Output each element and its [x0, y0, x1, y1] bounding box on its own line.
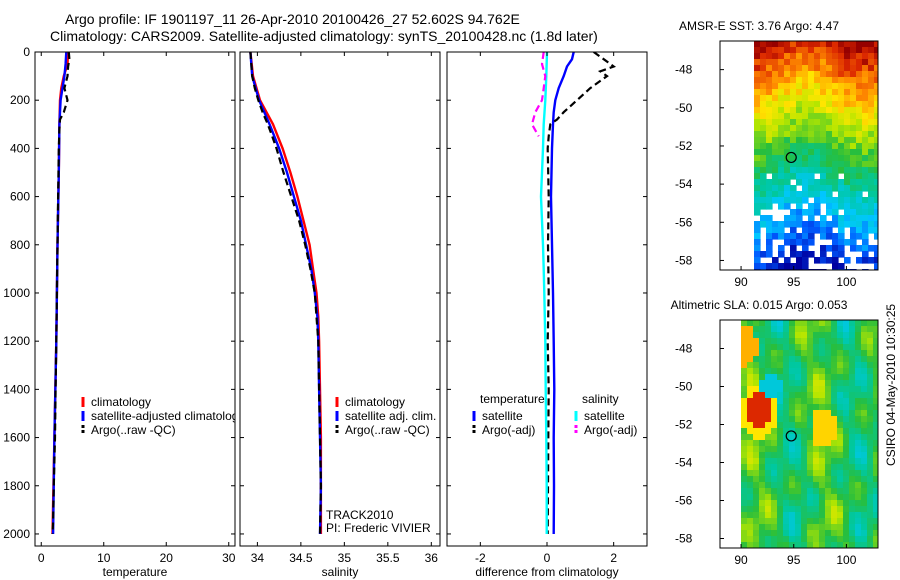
annotation-0: TRACK2010 — [326, 508, 394, 522]
y-tick-label-temperature: 1000 — [3, 286, 30, 300]
x-tick-label-sst-map: 90 — [734, 275, 748, 289]
series-salinity-satellite-adj-clim- — [249, 52, 323, 535]
legend-label-temperature: climatology — [91, 395, 151, 409]
y-tick-label-sst-map: -58 — [675, 253, 693, 267]
x-tick-label-salinity: 34 — [251, 551, 265, 565]
x-tick-label-difference: 2 — [610, 551, 617, 565]
legend-label-temperature: Argo(..raw -QC) — [91, 423, 176, 437]
x-tick-label-difference: 0 — [544, 551, 551, 565]
y-tick-label-temperature: 1400 — [3, 382, 30, 396]
axes-frame-temperature — [34, 51, 236, 547]
series-salinity-argo-raw-qc- — [249, 52, 323, 535]
x-tick-label-sla-map: 90 — [734, 553, 748, 567]
axes-frame-salinity — [239, 51, 441, 547]
y-tick-label-temperature: 400 — [10, 141, 30, 155]
y-tick-label-sst-map: -50 — [675, 101, 693, 115]
y-tick-label-sst-map: -56 — [675, 215, 693, 229]
legend-label-temperature: Argo(-adj) — [482, 423, 535, 437]
legend-label-salinity: satellite — [584, 409, 625, 423]
y-tick-label-temperature: 0 — [23, 45, 30, 59]
x-tick-label-temperature: 10 — [97, 551, 111, 565]
x-tick-label-temperature: 30 — [222, 551, 236, 565]
y-tick-label-sst-map: -54 — [675, 177, 693, 191]
x-tick-label-salinity: 34.5 — [289, 551, 313, 565]
x-tick-label-temperature: 20 — [160, 551, 174, 565]
x-tick-label-salinity: 35.5 — [376, 551, 400, 565]
annotation-1: PI: Frederic VIVIER — [326, 521, 431, 535]
series-difference-salinity-satellite — [539, 52, 549, 534]
y-tick-label-sla-map: -48 — [675, 342, 693, 356]
y-tick-label-temperature: 800 — [10, 238, 30, 252]
y-tick-label-sla-map: -52 — [675, 418, 693, 432]
map-field-sla-map — [741, 320, 878, 548]
series-temperature-argo-raw-qc- — [51, 52, 71, 535]
legend-label-salinity: satellite adj. clim. — [345, 409, 436, 423]
figure-title-line2: Climatology: CARS2009. Satellite-adjuste… — [50, 28, 598, 44]
y-tick-label-temperature: 2000 — [3, 527, 30, 541]
figure-title-line1: Argo profile: IF 1901197_11 26-Apr-2010 … — [65, 11, 520, 27]
series-salinity-climatology — [249, 52, 323, 534]
map-title-sla-map: Altimetric SLA: 0.015 Argo: 0.053 — [671, 298, 848, 312]
y-tick-label-temperature: 1200 — [3, 334, 30, 348]
legend-label-salinity: Argo(..raw -QC) — [345, 423, 430, 437]
y-tick-label-temperature: 1800 — [3, 479, 30, 493]
x-tick-label-temperature: 0 — [38, 551, 45, 565]
legend-label-salinity: Argo(-adj) — [584, 423, 637, 437]
x-tick-label-sst-map: 100 — [836, 275, 856, 289]
x-axis-label-salinity: salinity — [322, 565, 359, 579]
y-tick-label-sst-map: -52 — [675, 139, 693, 153]
y-tick-label-temperature: 200 — [10, 93, 30, 107]
x-tick-label-salinity: 35 — [338, 551, 352, 565]
argo-position-marker-sst-map — [785, 151, 797, 164]
y-tick-label-sla-map: -56 — [675, 494, 693, 508]
legend-label-temperature: satellite — [482, 409, 523, 423]
legend-label-temperature: satellite-adjusted climatolog — [91, 409, 238, 423]
map-field-sst-map — [754, 41, 878, 270]
x-tick-label-sst-map: 95 — [787, 275, 801, 289]
x-tick-label-sla-map: 95 — [787, 553, 801, 567]
y-tick-label-sla-map: -58 — [675, 532, 693, 546]
x-tick-label-sla-map: 100 — [836, 553, 856, 567]
y-tick-label-sla-map: -54 — [675, 456, 693, 470]
y-tick-label-temperature: 600 — [10, 190, 30, 204]
series-difference-salinity-argo-adj- — [530, 52, 547, 137]
argo-position-marker-sla-map — [785, 430, 797, 442]
axes-frame-sst-map — [719, 40, 879, 271]
legend-group-title-temperature: temperature — [480, 392, 545, 406]
x-axis-label-difference: difference from climatology — [475, 565, 618, 579]
series-difference-temperature-satellite — [549, 52, 575, 535]
x-axis-label-temperature: temperature — [103, 565, 168, 579]
series-difference-temperature-argo-adj- — [546, 52, 617, 535]
x-tick-label-difference: -2 — [475, 551, 486, 565]
axes-frame-sla-map — [719, 319, 879, 549]
legend-label-salinity: climatology — [345, 395, 405, 409]
y-tick-label-temperature: 1600 — [3, 431, 30, 445]
legend-group-title-salinity: salinity — [582, 392, 619, 406]
map-title-sst-map: AMSR-E SST: 3.76 Argo: 4.47 — [679, 19, 839, 33]
y-tick-label-sst-map: -48 — [675, 63, 693, 77]
y-tick-label-sla-map: -50 — [675, 380, 693, 394]
x-tick-label-salinity: 36 — [425, 551, 439, 565]
